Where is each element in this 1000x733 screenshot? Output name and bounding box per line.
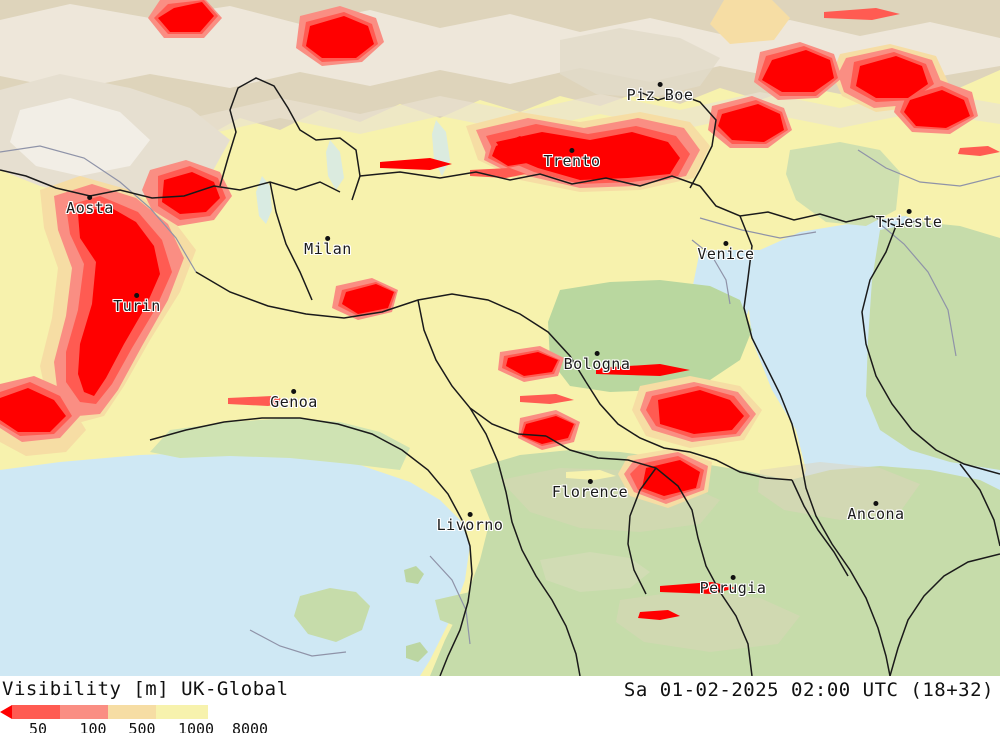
map-canvas (0, 0, 1000, 676)
tick-50: 50 (28, 720, 48, 733)
minor-borders (0, 145, 1000, 657)
colorbar-band-500[interactable] (108, 705, 156, 719)
colorbar-band-100[interactable] (60, 705, 108, 719)
tick-100: 100 (79, 720, 107, 733)
colorbar-band-50[interactable] (12, 705, 60, 719)
colorbar-band-1000[interactable] (156, 705, 208, 719)
colorbar-extend-min-arrow (0, 705, 12, 719)
colorbar-tick-labels: 50 100 500 1000 8000 (0, 720, 268, 733)
tick-8000: 8000 (231, 720, 269, 733)
national-borders (0, 77, 1000, 676)
forecast-timestamp: Sa 01-02-2025 02:00 UTC (18+32) (623, 679, 994, 701)
legend-panel: Visibility [m] UK-Global Sa 01-02-2025 0… (0, 676, 1000, 733)
legend-title: Visibility [m] UK-Global (2, 678, 289, 700)
colorbar[interactable] (0, 705, 222, 719)
tick-1000: 1000 (177, 720, 215, 733)
tick-500: 500 (128, 720, 156, 733)
visibility-map[interactable]: Piz Boe Trento Trieste Aosta Venice Mila… (0, 0, 1000, 676)
visibility-band-50 (0, 2, 1000, 620)
